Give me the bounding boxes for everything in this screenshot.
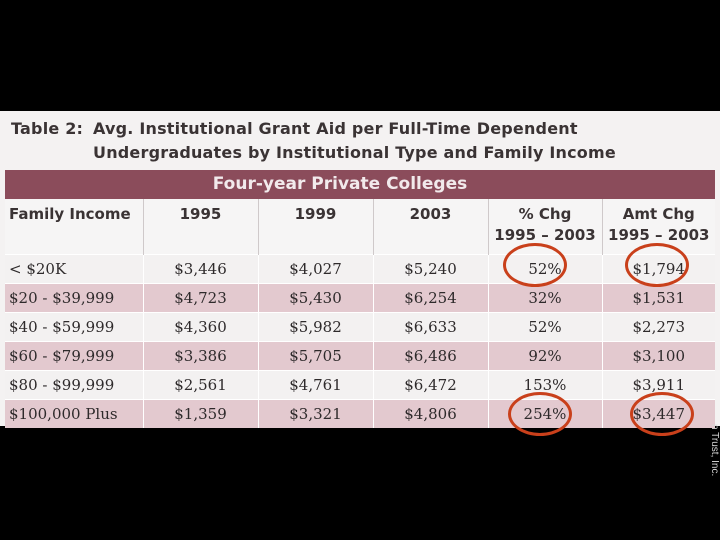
table-cell: $20 - $39,999	[5, 283, 144, 313]
table-row: $40 - $59,999 $4,360 $5,982 $6,633 52% $…	[5, 312, 715, 342]
table-cell: $3,100	[602, 341, 715, 371]
table-row: $60 - $79,999 $3,386 $5,705 $6,486 92% $…	[5, 341, 715, 371]
table-title-line2: Undergraduates by Institutional Type and…	[93, 143, 616, 162]
table-row: $20 - $39,999 $4,723 $5,430 $6,254 32% $…	[5, 283, 715, 313]
table-cell: $6,472	[373, 370, 489, 400]
table-cell: $2,561	[143, 370, 259, 400]
highlight-circle-pct-top	[503, 243, 567, 287]
table-title-line1: Avg. Institutional Grant Aid per Full-Ti…	[93, 119, 578, 138]
table-cell: 92%	[488, 341, 603, 371]
table-cell: $6,486	[373, 341, 489, 371]
table-cell: $40 - $59,999	[5, 312, 144, 342]
table-cell: $3,321	[258, 399, 374, 428]
table-cell: $4,027	[258, 254, 374, 284]
table-row: $80 - $99,999 $2,561 $4,761 $6,472 153% …	[5, 370, 715, 400]
table-cell: $1,359	[143, 399, 259, 428]
header-row: Family Income 1995 1999 2003 % Chg 1995 –…	[5, 199, 715, 255]
highlight-circle-amt-top	[625, 243, 689, 287]
table-cell: $4,360	[143, 312, 259, 342]
table-cell: $5,430	[258, 283, 374, 313]
table-cell: $5,240	[373, 254, 489, 284]
table-cell: $4,806	[373, 399, 489, 428]
credit-text: n Trust, Inc.	[709, 424, 720, 477]
column-header: Amt Chg 1995 – 2003	[602, 199, 715, 255]
table-cell: $100,000 Plus	[5, 399, 144, 428]
column-header: 2003	[373, 199, 489, 255]
table-cell: $2,273	[602, 312, 715, 342]
table-cell: $6,633	[373, 312, 489, 342]
table-cell: < $20K	[5, 254, 144, 284]
table-cell: $3,386	[143, 341, 259, 371]
table-cell: $3,911	[602, 370, 715, 400]
table-row: < $20K $3,446 $4,027 $5,240 52% $1,794	[5, 254, 715, 284]
highlight-circle-pct-bottom	[508, 392, 572, 436]
column-header: 1995	[143, 199, 259, 255]
column-header: Family Income	[5, 199, 144, 255]
table-cell: $4,761	[258, 370, 374, 400]
grant-aid-table: Family Income 1995 1999 2003 % Chg 1995 –…	[5, 199, 715, 428]
table-cell: 32%	[488, 283, 603, 313]
table-cell: $1,531	[602, 283, 715, 313]
table-cell: $5,705	[258, 341, 374, 371]
highlight-circle-amt-bottom	[630, 392, 694, 436]
table-title: Table 2: Avg. Institutional Grant Aid pe…	[11, 117, 631, 167]
table-cell: 52%	[488, 312, 603, 342]
table-cell: $80 - $99,999	[5, 370, 144, 400]
table-cell: $60 - $79,999	[5, 341, 144, 371]
table-row: $100,000 Plus $1,359 $3,321 $4,806 254% …	[5, 399, 715, 428]
column-header: 1999	[258, 199, 374, 255]
table-cell: $6,254	[373, 283, 489, 313]
table-cell: $4,723	[143, 283, 259, 313]
section-header: Four-year Private Colleges	[5, 170, 715, 199]
table-cell: $3,446	[143, 254, 259, 284]
column-header: % Chg 1995 – 2003	[488, 199, 603, 255]
table-cell: $5,982	[258, 312, 374, 342]
table-title-label: Table 2:	[11, 119, 84, 138]
